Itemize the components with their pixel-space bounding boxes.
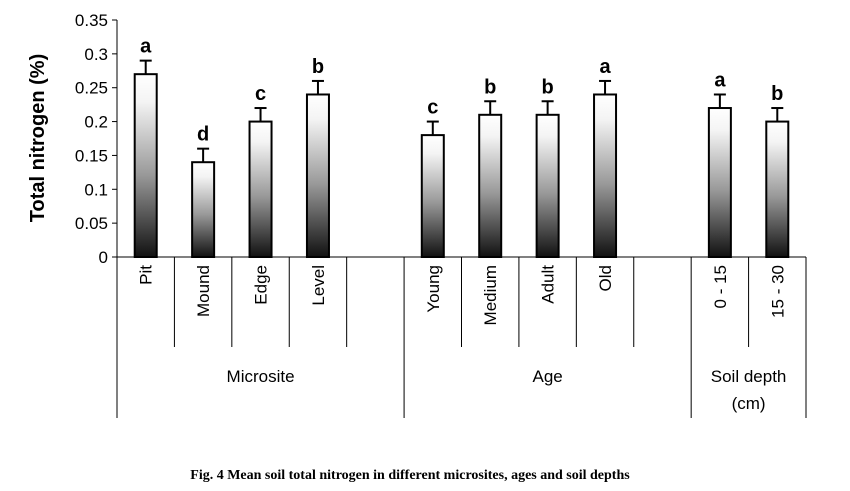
x-category-label: 15 - 30 xyxy=(768,265,787,318)
bar xyxy=(133,73,158,258)
bar xyxy=(248,120,273,258)
x-axis: Pit Mound Edge Level Young Medium Adult Old 0 - … xyxy=(116,256,807,418)
y-tick-label: 0.05 xyxy=(75,214,108,233)
bar xyxy=(765,120,790,258)
x-category-label: Adult xyxy=(539,265,558,304)
y-tick-label: 0.15 xyxy=(75,146,108,165)
significance-letter: b xyxy=(484,76,496,98)
y-tick-label: 0.3 xyxy=(84,45,108,64)
x-category-label: Medium xyxy=(481,265,500,325)
bar xyxy=(535,113,560,258)
y-tick-label: 0.1 xyxy=(84,180,108,199)
y-tick-label: 0.35 xyxy=(75,11,108,30)
bar xyxy=(707,107,732,259)
y-tick-label: 0.25 xyxy=(75,79,108,98)
x-category-label: Mound xyxy=(194,265,213,317)
y-tick-label: 0.2 xyxy=(84,113,108,132)
x-category-label: Old xyxy=(596,265,615,291)
x-category-label: Level xyxy=(309,265,328,306)
x-category-label: 0 - 15 xyxy=(711,265,730,308)
bar xyxy=(593,93,618,258)
bars: a d c b c b b a a b xyxy=(133,36,790,259)
y-axis: 0 0.05 0.1 0.15 0.2 0.25 0.3 0.35 xyxy=(75,11,118,267)
bar xyxy=(478,113,503,258)
significance-letter: a xyxy=(714,69,726,91)
figure-caption: Fig. 4 Mean soil total nitrogen in diffe… xyxy=(190,468,630,483)
significance-letter: b xyxy=(312,56,324,78)
y-tick-label: 0 xyxy=(99,248,108,267)
group-label: Soil depth xyxy=(711,367,787,386)
group-label-unit: (cm) xyxy=(732,394,766,413)
bar xyxy=(191,161,216,258)
significance-letter: c xyxy=(255,83,266,105)
significance-letter: a xyxy=(599,56,611,78)
x-category-label: Pit xyxy=(137,265,156,285)
significance-letter: c xyxy=(427,97,438,119)
group-label: Age xyxy=(533,367,563,386)
x-category-label: Edge xyxy=(252,265,271,305)
significance-letter: b xyxy=(542,76,554,98)
significance-letter: a xyxy=(140,36,152,58)
bar xyxy=(420,134,445,258)
group-label: Microsite xyxy=(227,367,295,386)
x-category-label: Young xyxy=(424,265,443,313)
significance-letter: d xyxy=(197,124,209,146)
significance-letter: b xyxy=(771,83,783,105)
bar xyxy=(305,93,330,258)
y-axis-label: Total nitrogen (%) xyxy=(27,54,49,223)
